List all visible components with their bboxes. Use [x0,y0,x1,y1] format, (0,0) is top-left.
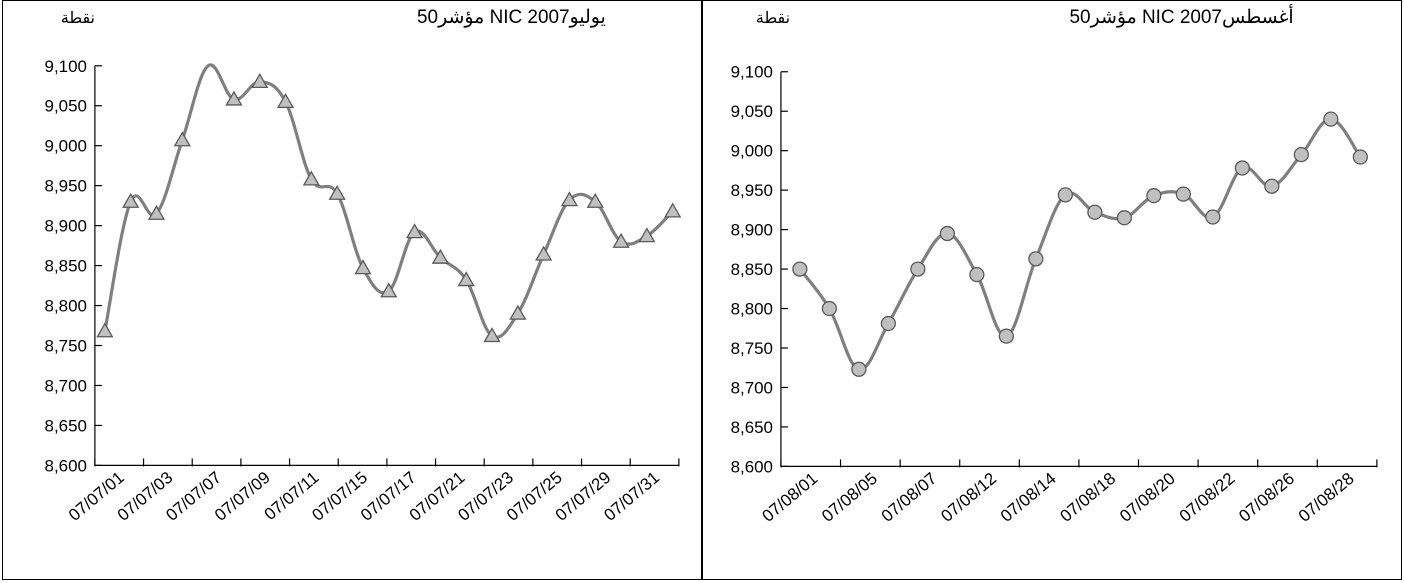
august-data-point [1057,187,1073,203]
august-chart-panel: نقطة مؤشر50 NIC أغسطس2007 9,100 9,050 9,00… [702,0,1402,580]
july-data-point [560,191,579,207]
august-x-tick-label: 07/08/05 [818,469,881,526]
august-chart-title: مؤشر50 NIC أغسطس2007 [1069,3,1293,28]
july-x-tick-label: 07/07/09 [211,468,274,525]
july-data-point [380,282,398,298]
july-chart-title: مؤشر50 NIC يوليو2007 [417,7,606,28]
july-data-point [457,271,475,287]
july-data-point [276,92,295,108]
july-data-point [354,259,372,275]
august-x-tick-label: 07/08/18 [1057,469,1120,526]
august-y-tick-label: 8,700 [731,378,773,397]
july-chart: نقطة مؤشر50 NIC يوليو2007 9,100 9,050 9,00… [45,7,682,525]
august-x-tick-label: 07/08/20 [1116,469,1179,526]
august-x-tick-label: 07/08/14 [997,469,1060,526]
july-data-point [302,170,320,186]
august-y-tick-label: 9,000 [731,142,773,161]
july-x-tick-label: 07/07/31 [600,468,663,525]
august-y-tick-label: 8,750 [731,339,773,358]
july-data-point [251,72,269,89]
july-data-point [225,90,243,106]
august-data-point [1028,251,1044,267]
july-unit-label: نقطة [61,10,95,27]
july-y-tick-label: 8,600 [45,456,87,475]
august-data-point [821,300,837,317]
july-data-point [405,223,424,239]
july-y-tick-label: 8,750 [45,336,87,355]
august-x-tick-label: 07/08/26 [1235,469,1298,526]
july-y-tick-label: 9,050 [45,97,87,116]
august-data-point [1323,111,1339,127]
august-unit-label: نقطة [756,10,790,27]
july-y-tick-label: 8,650 [45,416,87,435]
august-y-tick-label: 8,950 [731,181,773,200]
july-chart-panel: نقطة مؤشر50 NIC يوليو2007 9,100 9,050 9,00… [2,0,702,580]
august-data-point [1087,204,1103,220]
july-y-tick-label: 8,900 [45,217,87,236]
july-data-point [483,327,501,343]
august-x-tick-label: 07/08/28 [1295,469,1358,526]
august-data-point [969,266,985,283]
august-data-point [1116,210,1132,226]
july-data-point [509,304,527,320]
july-data-point [328,184,346,200]
august-data-point [880,315,896,332]
july-data-point [586,192,604,208]
july-data-point [535,245,553,261]
august-data-point [792,261,808,277]
august-y-tick-label: 9,050 [731,102,773,121]
august-chart: نقطة مؤشر50 NIC أغسطس2007 9,100 9,050 9,00… [731,3,1378,526]
july-y-tick-label: 8,800 [45,297,87,316]
july-data-point [638,227,656,243]
july-data-point [612,232,630,248]
august-data-point [998,328,1014,344]
august-data-point [1205,209,1221,225]
august-data-point [939,225,955,242]
august-data-point [851,361,867,377]
august-x-tick-label: 07/08/07 [878,469,941,526]
august-y-tick-label: 8,650 [731,418,773,437]
july-data-point [173,131,191,147]
august-data-point [1175,186,1191,202]
august-data-point [1264,178,1280,194]
august-x-tick-label: 07/08/01 [759,469,822,526]
august-data-point [1146,188,1162,204]
august-data-point [910,261,926,277]
august-y-tick-label: 8,600 [731,457,773,476]
july-y-tick-label: 9,100 [45,57,87,76]
august-data-point [1352,149,1368,165]
july-y-tick-label: 8,700 [45,376,87,395]
august-y-tick-label: 8,800 [731,300,773,319]
july-y-tick-label: 8,850 [45,257,87,276]
july-data-point [122,192,140,208]
july-y-tick-label: 8,950 [45,177,87,196]
august-x-tick-label: 07/08/12 [937,469,1000,526]
july-data-point [664,202,682,218]
july-y-tick-label: 9,000 [45,137,87,156]
july-data-point [147,204,166,220]
august-y-tick-label: 8,900 [731,221,773,240]
august-data-point [1293,147,1309,163]
july-data-point [431,248,449,264]
august-y-tick-label: 9,100 [731,63,773,82]
august-x-tick-label: 07/08/22 [1176,469,1239,526]
august-y-tick-label: 8,850 [731,260,773,279]
july-data-point [96,322,114,338]
august-series-line [798,117,1362,371]
august-data-point [1234,160,1250,176]
